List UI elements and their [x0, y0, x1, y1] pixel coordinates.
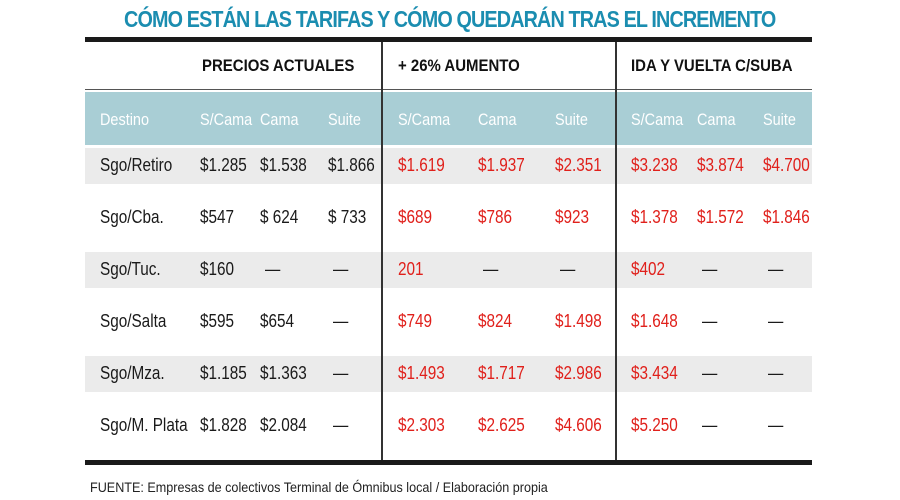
infographic-title: CÓMO ESTÁN LAS TARIFAS Y CÓMO QUEDARÁN T…: [0, 6, 900, 33]
price-cell: —: [333, 259, 349, 279]
price-cell: —: [702, 259, 718, 279]
price-cell: $3.434: [631, 363, 678, 383]
destination-cell: Sgo/M. Plata: [100, 415, 188, 435]
price-cell: $5.250: [631, 415, 678, 435]
bottom-rule: [85, 460, 812, 465]
price-cell: —: [702, 363, 718, 383]
price-cell: $2.986: [555, 363, 602, 383]
price-cell: —: [333, 363, 349, 383]
price-cell: $4.606: [555, 415, 602, 435]
price-cell: $749: [398, 311, 433, 331]
price-cell: $1.285: [200, 155, 247, 175]
group-header-increase: + 26% AUMENTO: [398, 56, 520, 75]
price-cell: $786: [478, 207, 513, 227]
top-rule: [85, 37, 812, 42]
price-cell: —: [702, 311, 718, 331]
price-cell: $1.648: [631, 311, 678, 331]
price-cell: $654: [260, 311, 295, 331]
title-text: CÓMO ESTÁN LAS TARIFAS Y CÓMO QUEDARÁN T…: [124, 6, 776, 32]
price-cell: $923: [555, 207, 590, 227]
column-header-band: [85, 92, 812, 145]
price-cell: $2.625: [478, 415, 525, 435]
destination-cell: Sgo/Mza.: [100, 363, 165, 383]
price-cell: $1.828: [200, 415, 247, 435]
destination-cell: Sgo/Retiro: [100, 155, 173, 175]
price-cell: $1.846: [763, 207, 810, 227]
price-cell: —: [768, 363, 784, 383]
price-cell: $1.493: [398, 363, 445, 383]
column-header: Cama: [697, 110, 736, 129]
destination-cell: Sgo/Salta: [100, 311, 167, 331]
column-header: S/Cama: [631, 110, 684, 129]
price-cell: —: [333, 311, 349, 331]
price-cell: $1.717: [478, 363, 525, 383]
group-header-divider: [85, 89, 812, 90]
price-cell: —: [483, 259, 499, 279]
column-divider: [381, 42, 383, 460]
row-stripe: [85, 356, 812, 392]
price-cell: $547: [200, 207, 235, 227]
source-footer: FUENTE: Empresas de colectivos Terminal …: [90, 479, 548, 495]
price-cell: —: [702, 415, 718, 435]
price-cell: $2.303: [398, 415, 445, 435]
column-header: Cama: [260, 110, 299, 129]
price-cell: $4.700: [763, 155, 810, 175]
price-cell: $1.185: [200, 363, 247, 383]
price-cell: $ 624: [260, 207, 299, 227]
price-cell: $3.874: [697, 155, 744, 175]
price-cell: —: [768, 311, 784, 331]
group-header-round-trip: IDA Y VUELTA C/SUBA: [631, 56, 793, 75]
price-cell: $402: [631, 259, 666, 279]
price-cell: $1.498: [555, 311, 602, 331]
price-cell: $1.866: [328, 155, 375, 175]
price-cell: $1.619: [398, 155, 445, 175]
price-cell: $689: [398, 207, 433, 227]
price-cell: $2.351: [555, 155, 602, 175]
price-cell: $1.937: [478, 155, 525, 175]
price-cell: $2.084: [260, 415, 307, 435]
column-header: S/Cama: [200, 110, 253, 129]
row-stripe: [85, 252, 812, 288]
destination-cell: Sgo/Tuc.: [100, 259, 161, 279]
destination-cell: Sgo/Cba.: [100, 207, 164, 227]
price-cell: 201: [398, 259, 424, 279]
column-header: Suite: [763, 110, 796, 129]
price-cell: $1.538: [260, 155, 307, 175]
price-cell: $ 733: [328, 207, 367, 227]
column-header: Cama: [478, 110, 517, 129]
column-header: S/Cama: [398, 110, 451, 129]
price-cell: $3.238: [631, 155, 678, 175]
column-header: Destino: [100, 110, 149, 129]
group-header-current: PRECIOS ACTUALES: [202, 56, 355, 75]
price-cell: —: [265, 259, 281, 279]
price-cell: —: [333, 415, 349, 435]
price-cell: $1.378: [631, 207, 678, 227]
price-cell: $595: [200, 311, 235, 331]
column-header: Suite: [555, 110, 588, 129]
price-cell: $1.572: [697, 207, 744, 227]
column-header: Suite: [328, 110, 361, 129]
price-cell: —: [560, 259, 576, 279]
price-cell: —: [768, 259, 784, 279]
row-stripe: [85, 148, 812, 184]
price-cell: $160: [200, 259, 235, 279]
price-cell: $824: [478, 311, 513, 331]
price-cell: $1.363: [260, 363, 307, 383]
price-cell: —: [768, 415, 784, 435]
column-divider: [615, 42, 617, 460]
